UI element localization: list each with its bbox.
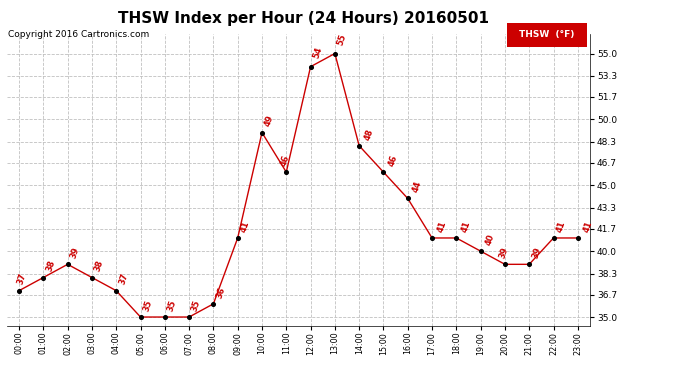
Point xyxy=(305,64,316,70)
Point xyxy=(354,143,365,149)
Point xyxy=(378,169,389,175)
Point xyxy=(208,301,219,307)
Point xyxy=(451,235,462,241)
Point xyxy=(159,314,170,320)
Point xyxy=(184,314,195,320)
Text: 41: 41 xyxy=(582,219,593,233)
Point xyxy=(14,288,25,294)
Point xyxy=(500,261,511,267)
Text: 39: 39 xyxy=(497,246,510,260)
Point xyxy=(572,235,583,241)
Text: 39: 39 xyxy=(531,246,542,260)
Text: 36: 36 xyxy=(215,285,227,299)
Text: THSW Index per Hour (24 Hours) 20160501: THSW Index per Hour (24 Hours) 20160501 xyxy=(118,11,489,26)
Text: 41: 41 xyxy=(460,219,472,233)
Text: 35: 35 xyxy=(141,298,154,312)
Text: 38: 38 xyxy=(93,259,106,273)
Text: 40: 40 xyxy=(484,233,496,246)
Point xyxy=(110,288,121,294)
Point xyxy=(402,195,413,201)
Point xyxy=(426,235,437,241)
Text: 49: 49 xyxy=(263,114,275,128)
Text: 41: 41 xyxy=(435,219,448,233)
Point xyxy=(475,248,486,254)
Text: 41: 41 xyxy=(555,219,567,233)
Text: 48: 48 xyxy=(363,127,375,141)
Text: Copyright 2016 Cartronics.com: Copyright 2016 Cartronics.com xyxy=(8,30,150,39)
Text: 46: 46 xyxy=(387,153,400,168)
Text: 38: 38 xyxy=(45,259,57,273)
Text: 41: 41 xyxy=(239,219,251,233)
Text: 44: 44 xyxy=(411,180,424,194)
Point xyxy=(524,261,535,267)
Text: 39: 39 xyxy=(69,246,81,260)
Point xyxy=(38,274,49,280)
Point xyxy=(135,314,146,320)
Point xyxy=(548,235,559,241)
Point xyxy=(86,274,97,280)
Text: 37: 37 xyxy=(117,272,130,286)
Text: 54: 54 xyxy=(312,46,324,60)
Text: 55: 55 xyxy=(336,33,348,47)
Point xyxy=(281,169,292,175)
Text: 37: 37 xyxy=(15,272,28,286)
Point xyxy=(62,261,73,267)
Point xyxy=(232,235,243,241)
Point xyxy=(329,51,340,57)
Text: THSW  (°F): THSW (°F) xyxy=(519,30,575,39)
Text: 35: 35 xyxy=(190,298,202,312)
Point xyxy=(257,130,268,136)
Text: 35: 35 xyxy=(166,298,178,312)
Text: 46: 46 xyxy=(279,153,291,168)
